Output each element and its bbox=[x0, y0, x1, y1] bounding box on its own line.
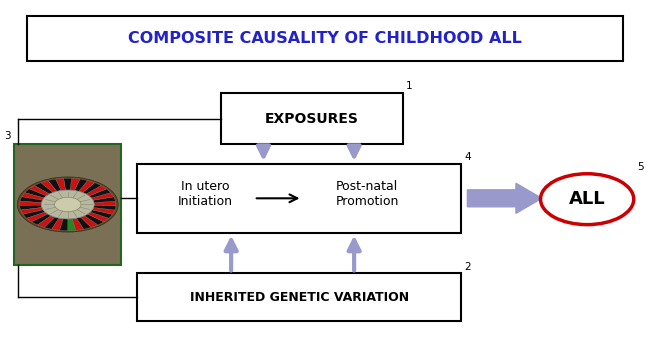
Wedge shape bbox=[48, 179, 61, 191]
Wedge shape bbox=[94, 205, 116, 210]
Wedge shape bbox=[89, 189, 111, 198]
Circle shape bbox=[18, 177, 118, 232]
Wedge shape bbox=[70, 178, 80, 190]
Wedge shape bbox=[93, 197, 116, 203]
Wedge shape bbox=[32, 214, 51, 225]
Wedge shape bbox=[60, 219, 68, 231]
Text: INHERITED GENETIC VARIATION: INHERITED GENETIC VARIATION bbox=[190, 291, 409, 304]
Wedge shape bbox=[68, 219, 76, 231]
Wedge shape bbox=[44, 217, 59, 229]
Wedge shape bbox=[38, 216, 55, 227]
Wedge shape bbox=[64, 178, 72, 190]
Text: 2: 2 bbox=[464, 262, 471, 272]
Wedge shape bbox=[56, 178, 66, 190]
Wedge shape bbox=[88, 212, 109, 222]
Wedge shape bbox=[22, 193, 44, 200]
Wedge shape bbox=[34, 183, 53, 194]
Wedge shape bbox=[25, 189, 47, 198]
Wedge shape bbox=[23, 210, 46, 218]
Wedge shape bbox=[52, 218, 63, 230]
Text: 5: 5 bbox=[637, 162, 644, 172]
Text: COMPOSITE CAUSALITY OF CHILDHOOD ALL: COMPOSITE CAUSALITY OF CHILDHOOD ALL bbox=[128, 31, 522, 46]
Text: 1: 1 bbox=[406, 82, 413, 91]
Wedge shape bbox=[21, 208, 43, 214]
Text: Post-natal
Promotion: Post-natal Promotion bbox=[335, 180, 398, 208]
FancyArrow shape bbox=[467, 183, 542, 213]
Bar bbox=[137, 273, 461, 321]
Wedge shape bbox=[29, 185, 49, 196]
Bar bbox=[27, 16, 623, 62]
Wedge shape bbox=[20, 205, 42, 210]
Bar bbox=[222, 93, 402, 145]
Circle shape bbox=[55, 197, 81, 212]
Wedge shape bbox=[92, 193, 114, 200]
Wedge shape bbox=[41, 180, 57, 193]
Text: 4: 4 bbox=[464, 152, 471, 162]
Wedge shape bbox=[86, 185, 107, 196]
Wedge shape bbox=[27, 212, 48, 222]
Wedge shape bbox=[77, 217, 91, 229]
Wedge shape bbox=[83, 183, 101, 194]
Text: In utero
Initiation: In utero Initiation bbox=[177, 180, 233, 208]
Wedge shape bbox=[74, 179, 88, 191]
Wedge shape bbox=[81, 216, 98, 227]
Wedge shape bbox=[94, 201, 116, 206]
Wedge shape bbox=[79, 180, 95, 193]
Wedge shape bbox=[84, 214, 104, 225]
Bar bbox=[137, 164, 461, 233]
Text: 3: 3 bbox=[5, 131, 11, 141]
Bar bbox=[14, 145, 121, 265]
Wedge shape bbox=[92, 208, 114, 214]
Wedge shape bbox=[20, 197, 42, 203]
Circle shape bbox=[42, 190, 94, 219]
Text: ALL: ALL bbox=[569, 190, 605, 208]
Text: EXPOSURES: EXPOSURES bbox=[265, 112, 359, 126]
Wedge shape bbox=[90, 210, 112, 218]
Wedge shape bbox=[72, 218, 84, 230]
Wedge shape bbox=[20, 201, 42, 206]
